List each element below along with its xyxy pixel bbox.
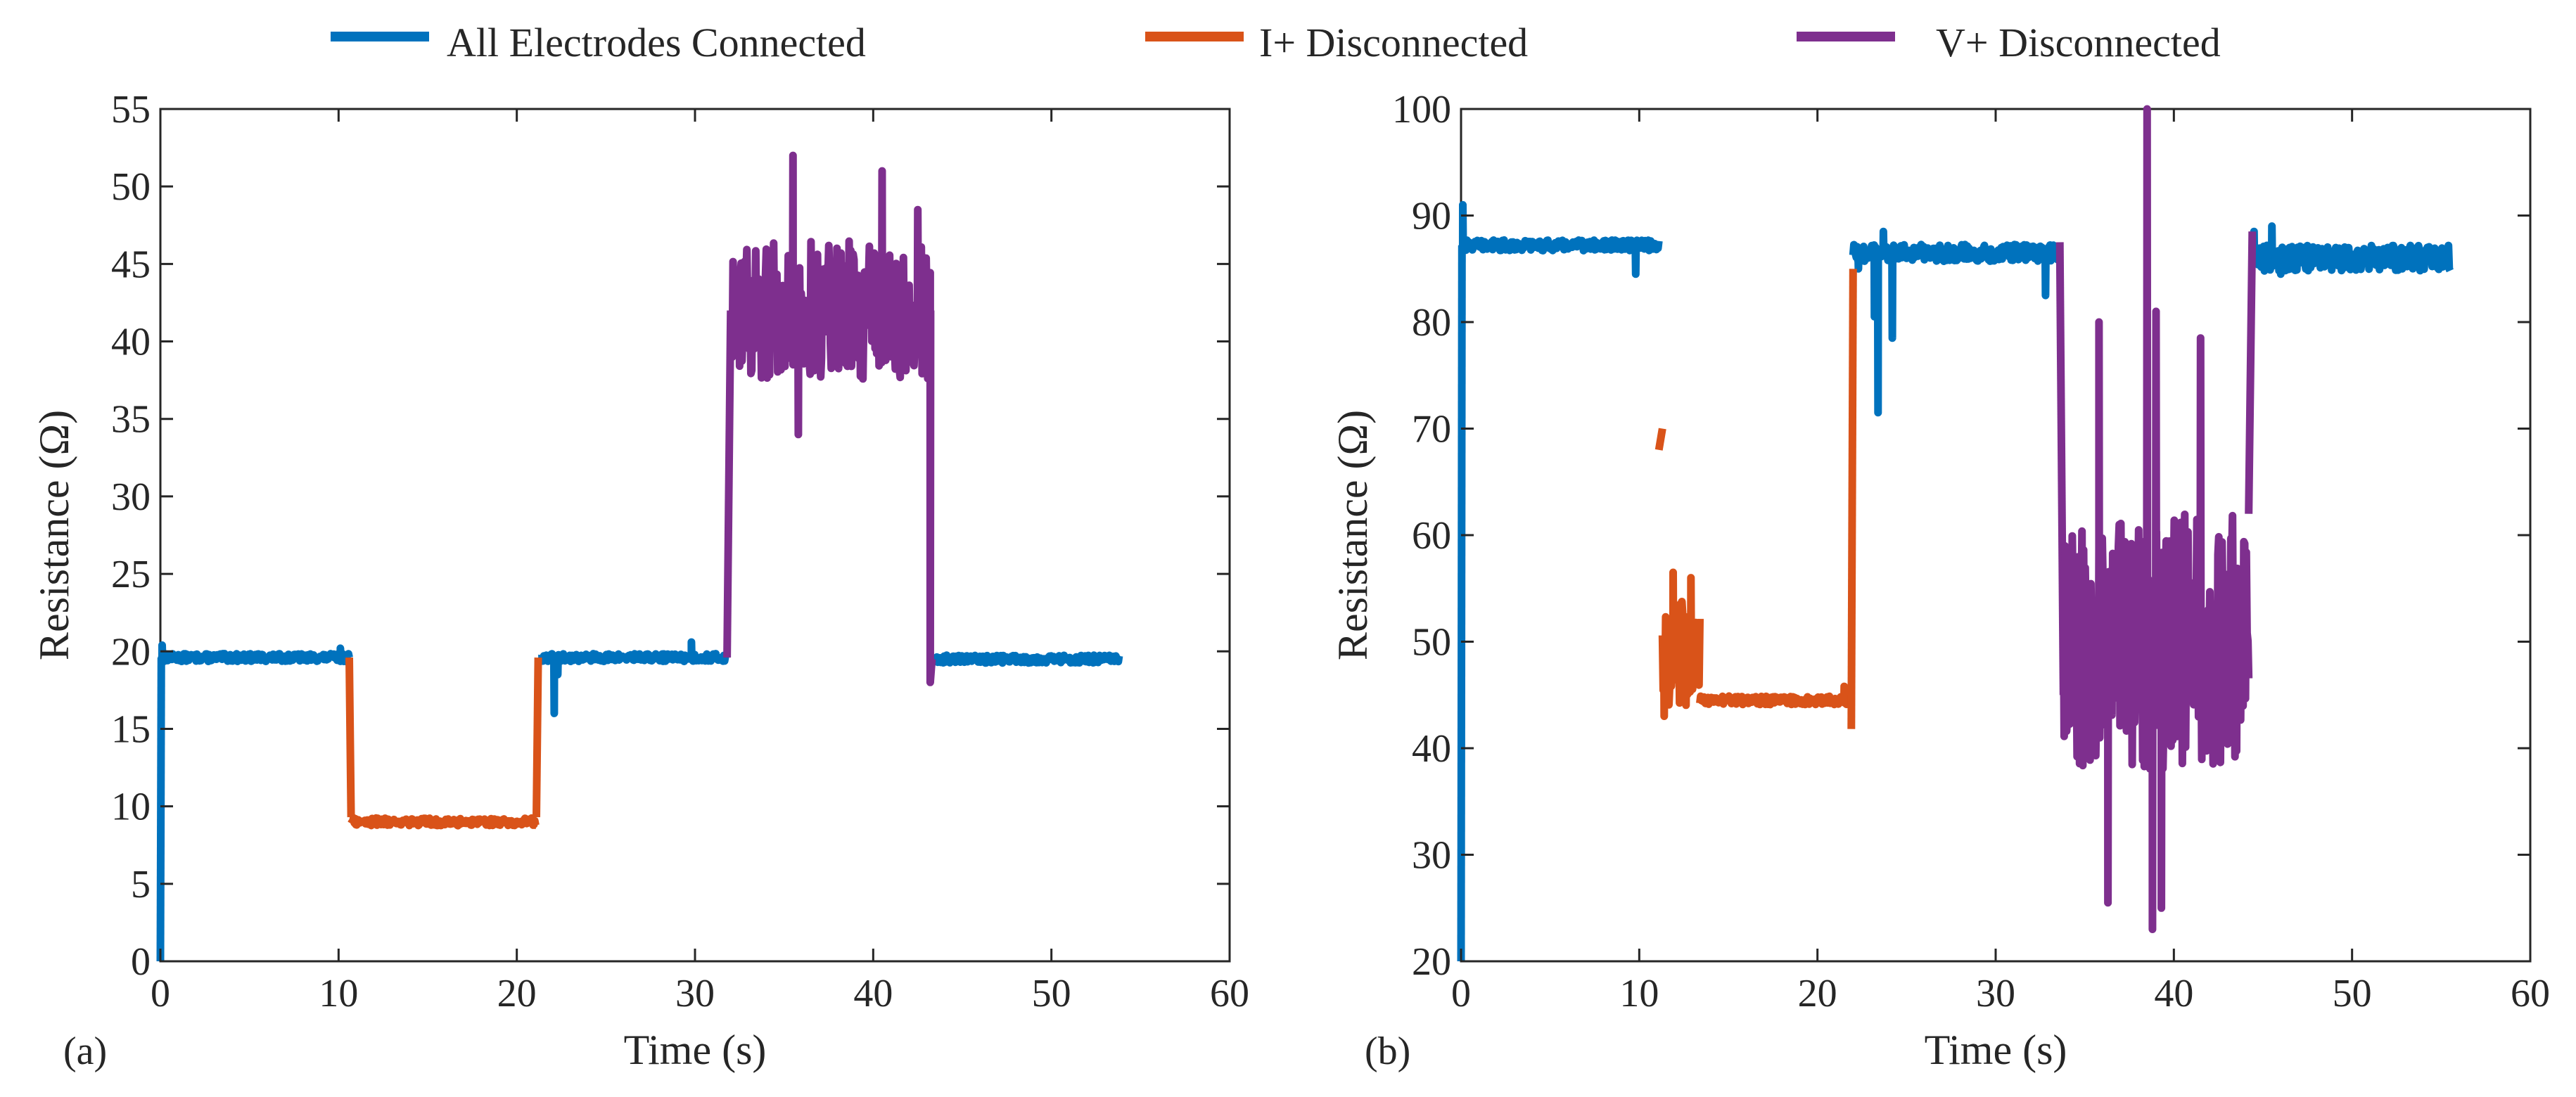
y-tick-label: 60 <box>1412 514 1451 558</box>
series-line-all-electrodes-connected-seg-3 <box>2248 222 2454 278</box>
legend: All Electrodes Connected I+ Disconnected… <box>331 20 2221 65</box>
y-tick-label: 0 <box>131 940 151 984</box>
ticks-layer-a: 0 10 20 30 40 50 60 0 5 10 15 20 25 30 35 40 45 50 55 <box>111 88 1249 1015</box>
panel-label-b: (b) <box>1365 1029 1410 1073</box>
x-tick-label: 60 <box>2511 972 2550 1015</box>
y-tick-label: 100 <box>1392 88 1451 131</box>
series-line-i-disconnected-seg-0 <box>1654 428 1666 451</box>
panel-label-a: (a) <box>63 1029 107 1073</box>
series-line-v-disconnected-seg-1 <box>2059 105 2253 933</box>
x-axis-title-a: Time (s) <box>624 1027 767 1073</box>
y-tick-label: 45 <box>111 243 151 286</box>
y-tick-label: 50 <box>1412 621 1451 665</box>
legend-entry-i-plus: I+ Disconnected <box>1145 20 1528 65</box>
series-layer-a <box>156 151 1123 962</box>
x-axis-title-b: Time (s) <box>1925 1027 2067 1073</box>
y-tick-label: 55 <box>111 88 151 131</box>
series-line-all-electrodes-connected-seg-2 <box>1849 227 2064 417</box>
y-tick-label: 70 <box>1412 408 1451 451</box>
plot-box-a <box>159 108 1231 963</box>
ticks-layer-b: 0 10 20 30 40 50 60 20 30 40 50 60 70 80 90 100 <box>1392 88 2550 1015</box>
plot-box-b <box>1460 108 2532 963</box>
series-line-all-electrodes-connected-seg-2 <box>535 638 730 717</box>
series-line-v-disconnected-seg-2 <box>926 658 936 683</box>
y-tick-label: 20 <box>1412 940 1451 984</box>
y-tick-label: 10 <box>111 785 151 829</box>
series-line-i-disconnected-seg-3 <box>1847 269 1857 729</box>
series-line-all-electrodes-connected-seg-1 <box>157 641 353 665</box>
series-line-v-disconnected-seg-2 <box>2245 231 2257 514</box>
series-line-i-disconnected-seg-2 <box>533 657 542 818</box>
y-tick-label: 35 <box>111 398 151 442</box>
legend-label-all-connected: All Electrodes Connected <box>447 20 866 65</box>
y-axis-title-a: Resistance (Ω) <box>31 410 77 660</box>
series-line-v-disconnected-seg-1 <box>727 151 935 686</box>
y-axis-title-b: Resistance (Ω) <box>1330 410 1376 660</box>
y-tick-label: 30 <box>1412 834 1451 878</box>
x-tick-label: 50 <box>1032 972 1071 1015</box>
chart-panel-a: 0 10 20 30 40 50 60 0 5 10 15 20 25 30 35 40 45 50 55 Time… <box>31 88 1249 1073</box>
y-tick-label: 80 <box>1412 301 1451 345</box>
x-tick-label: 10 <box>319 972 358 1015</box>
y-tick-label: 90 <box>1412 195 1451 238</box>
y-tick-label: 15 <box>111 707 151 751</box>
x-tick-label: 20 <box>497 972 537 1015</box>
x-tick-label: 30 <box>1976 972 2015 1015</box>
series-line-all-electrodes-connected-seg-3 <box>928 651 1123 667</box>
series-line-i-disconnected-seg-1 <box>347 814 540 830</box>
legend-entry-all-connected: All Electrodes Connected <box>331 20 866 65</box>
series-line-all-electrodes-connected-seg-0 <box>156 657 165 962</box>
series-line-all-electrodes-connected-seg-1 <box>1458 200 1663 278</box>
legend-label-i-plus: I+ Disconnected <box>1259 20 1528 65</box>
x-tick-label: 0 <box>151 972 170 1015</box>
legend-entry-v-plus: V+ Disconnected <box>1797 20 2221 65</box>
y-tick-label: 50 <box>111 165 151 209</box>
x-tick-label: 30 <box>675 972 715 1015</box>
series-line-all-electrodes-connected-seg-0 <box>1457 245 1466 962</box>
x-tick-label: 40 <box>2154 972 2193 1015</box>
y-tick-label: 30 <box>111 475 151 519</box>
legend-label-v-plus: V+ Disconnected <box>1936 20 2221 65</box>
y-tick-label: 20 <box>111 630 151 674</box>
series-line-i-disconnected-seg-1 <box>1658 568 1704 720</box>
series-line-v-disconnected-seg-0 <box>723 310 735 658</box>
x-tick-label: 40 <box>853 972 893 1015</box>
series-line-i-disconnected-seg-0 <box>345 657 355 818</box>
y-tick-label: 25 <box>111 553 151 596</box>
y-tick-label: 5 <box>131 863 151 906</box>
x-tick-label: 20 <box>1798 972 1837 1015</box>
series-line-i-disconnected-seg-2 <box>1696 682 1856 709</box>
x-tick-label: 60 <box>1210 972 1249 1015</box>
series-layer-b <box>1457 105 2454 962</box>
y-tick-label: 40 <box>111 321 151 364</box>
x-tick-label: 0 <box>1451 972 1471 1015</box>
y-tick-label: 40 <box>1412 727 1451 771</box>
x-tick-label: 10 <box>1619 972 1659 1015</box>
chart-panel-b: 0 10 20 30 40 50 60 20 30 40 50 60 70 80 90 100 Time (s… <box>1330 88 2550 1073</box>
x-tick-label: 50 <box>2333 972 2372 1015</box>
